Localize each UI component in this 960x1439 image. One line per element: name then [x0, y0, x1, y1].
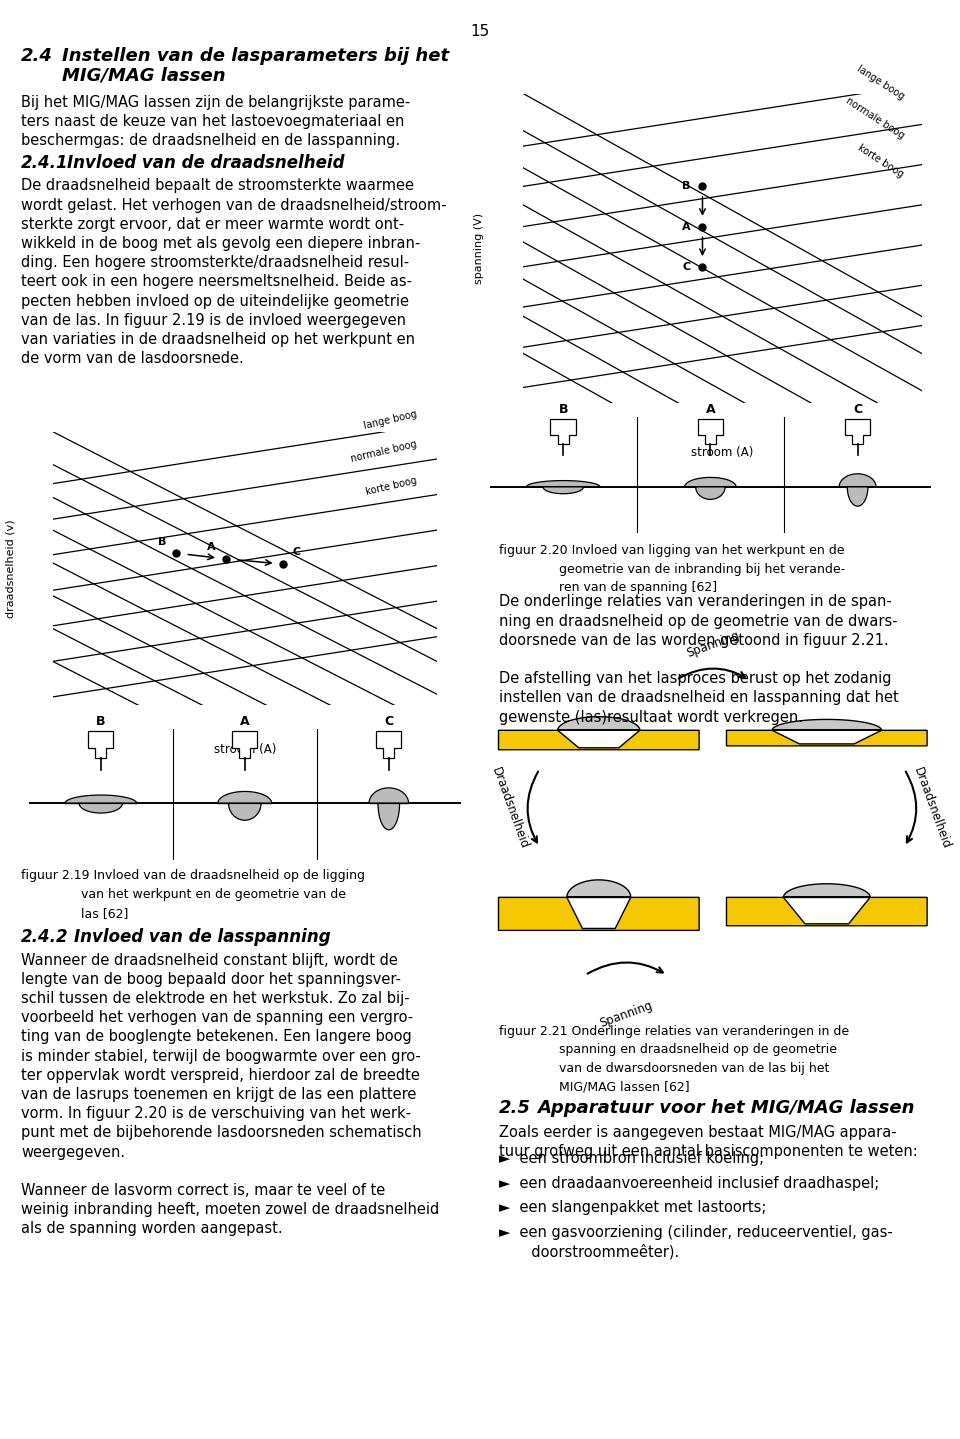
- Text: B: B: [96, 715, 106, 728]
- Polygon shape: [498, 731, 699, 750]
- Text: Spanning: Spanning: [684, 629, 741, 661]
- Text: B: B: [683, 181, 690, 191]
- Text: Spanning: Spanning: [598, 999, 655, 1029]
- Polygon shape: [684, 478, 736, 486]
- Text: Wanneer de draadsnelheid constant blijft, wordt de
lengte van de boog bepaald do: Wanneer de draadsnelheid constant blijft…: [21, 953, 440, 1236]
- Polygon shape: [498, 898, 699, 931]
- Polygon shape: [543, 486, 584, 494]
- Text: 2.4.2: 2.4.2: [21, 928, 69, 947]
- Text: Draadsnelheid: Draadsnelheid: [911, 766, 952, 850]
- Polygon shape: [566, 879, 631, 898]
- Text: De draadsnelheid bepaalt de stroomsterkte waarmee
wordt gelast. Het verhogen van: De draadsnelheid bepaalt de stroomsterkt…: [21, 178, 446, 367]
- Polygon shape: [698, 419, 723, 443]
- Text: figuur 2.21 Onderlinge relaties van veranderingen in de: figuur 2.21 Onderlinge relaties van vera…: [499, 1025, 850, 1038]
- Text: lange boog: lange boog: [854, 63, 905, 102]
- Polygon shape: [696, 486, 725, 499]
- Text: ►  een gasvoorziening (cilinder, reduceerventiel, gas-
       doorstroommeêter).: ► een gasvoorziening (cilinder, reduceer…: [499, 1225, 893, 1259]
- Polygon shape: [378, 803, 399, 830]
- Polygon shape: [839, 473, 876, 486]
- Text: ►  een draadaanvoereenheid inclusief draadhaspel;: ► een draadaanvoereenheid inclusief draa…: [499, 1176, 879, 1190]
- Polygon shape: [88, 731, 113, 758]
- Polygon shape: [845, 419, 871, 443]
- Text: ►  een stroombron inclusief koeling;: ► een stroombron inclusief koeling;: [499, 1151, 764, 1166]
- Polygon shape: [727, 898, 927, 925]
- Text: A: A: [207, 543, 216, 553]
- Text: las [62]: las [62]: [21, 907, 129, 920]
- Text: C: C: [293, 547, 300, 557]
- Text: Draadsnelheid: Draadsnelheid: [489, 766, 531, 850]
- Polygon shape: [848, 486, 868, 507]
- Text: stroom (A): stroom (A): [691, 446, 754, 459]
- Text: lange boog: lange boog: [362, 409, 418, 430]
- Text: 2.4.1: 2.4.1: [21, 154, 69, 173]
- Polygon shape: [550, 419, 576, 443]
- Text: Invloed van de draadsnelheid: Invloed van de draadsnelheid: [67, 154, 345, 173]
- Polygon shape: [232, 731, 257, 758]
- Text: ►  een slangenpakket met lastoorts;: ► een slangenpakket met lastoorts;: [499, 1200, 767, 1215]
- Text: Zoals eerder is aangegeven bestaat MIG/MAG appara-
tuur grofweg uit een aantal b: Zoals eerder is aangegeven bestaat MIG/M…: [499, 1125, 918, 1160]
- Text: van de dwarsdoorsneden van de las bij het: van de dwarsdoorsneden van de las bij he…: [499, 1062, 829, 1075]
- Text: Invloed van de lasspanning: Invloed van de lasspanning: [74, 928, 330, 947]
- Text: De onderlinge relaties van veranderingen in de span-
ning en draadsnelheid op de: De onderlinge relaties van veranderingen…: [499, 594, 899, 724]
- Text: spanning en draadsnelheid op de geometrie: spanning en draadsnelheid op de geometri…: [499, 1043, 837, 1056]
- Polygon shape: [218, 791, 272, 803]
- Text: MIG/MAG lassen: MIG/MAG lassen: [62, 66, 226, 85]
- Text: normale boog: normale boog: [844, 95, 905, 141]
- Polygon shape: [376, 731, 401, 758]
- Polygon shape: [64, 796, 136, 803]
- Text: figuur 2.20 Invloed van ligging van het werkpunt en de: figuur 2.20 Invloed van ligging van het …: [499, 544, 845, 557]
- Polygon shape: [558, 717, 639, 731]
- Polygon shape: [727, 731, 927, 745]
- Polygon shape: [79, 803, 122, 813]
- Text: C: C: [853, 403, 862, 416]
- Polygon shape: [228, 803, 261, 820]
- Text: 15: 15: [470, 24, 490, 39]
- Text: korte boog: korte boog: [856, 142, 905, 178]
- Text: C: C: [683, 262, 690, 272]
- Text: A: A: [682, 222, 690, 232]
- Text: 2.4: 2.4: [21, 47, 53, 66]
- Polygon shape: [783, 884, 870, 898]
- Text: B: B: [559, 403, 568, 416]
- Text: geometrie van de inbranding bij het verande-: geometrie van de inbranding bij het vera…: [499, 563, 846, 576]
- Text: ren van de spanning [62]: ren van de spanning [62]: [499, 581, 717, 594]
- Polygon shape: [369, 789, 409, 803]
- Text: Bij het MIG/MAG lassen zijn de belangrijkste parame-
ters naast de keuze van het: Bij het MIG/MAG lassen zijn de belangrij…: [21, 95, 410, 148]
- Text: van het werkpunt en de geometrie van de: van het werkpunt en de geometrie van de: [21, 888, 347, 901]
- Text: spanning (V): spanning (V): [474, 213, 485, 283]
- Text: MIG/MAG lassen [62]: MIG/MAG lassen [62]: [499, 1081, 690, 1094]
- Text: normale boog: normale boog: [349, 439, 418, 463]
- Text: C: C: [384, 715, 394, 728]
- Text: A: A: [240, 715, 250, 728]
- Text: B: B: [157, 537, 166, 547]
- Text: Instellen van de lasparameters bij het: Instellen van de lasparameters bij het: [62, 47, 449, 66]
- Text: draadsnelheid (v): draadsnelheid (v): [6, 519, 15, 617]
- Text: korte boog: korte boog: [365, 475, 418, 496]
- Text: Apparatuur voor het MIG/MAG lassen: Apparatuur voor het MIG/MAG lassen: [538, 1099, 915, 1118]
- Text: A: A: [706, 403, 715, 416]
- Polygon shape: [772, 720, 881, 731]
- Text: 2.5: 2.5: [499, 1099, 531, 1118]
- Polygon shape: [526, 481, 600, 486]
- Text: stroom (A): stroom (A): [214, 744, 276, 757]
- Text: figuur 2.19 Invloed van de draadsnelheid op de ligging: figuur 2.19 Invloed van de draadsnelheid…: [21, 869, 365, 882]
